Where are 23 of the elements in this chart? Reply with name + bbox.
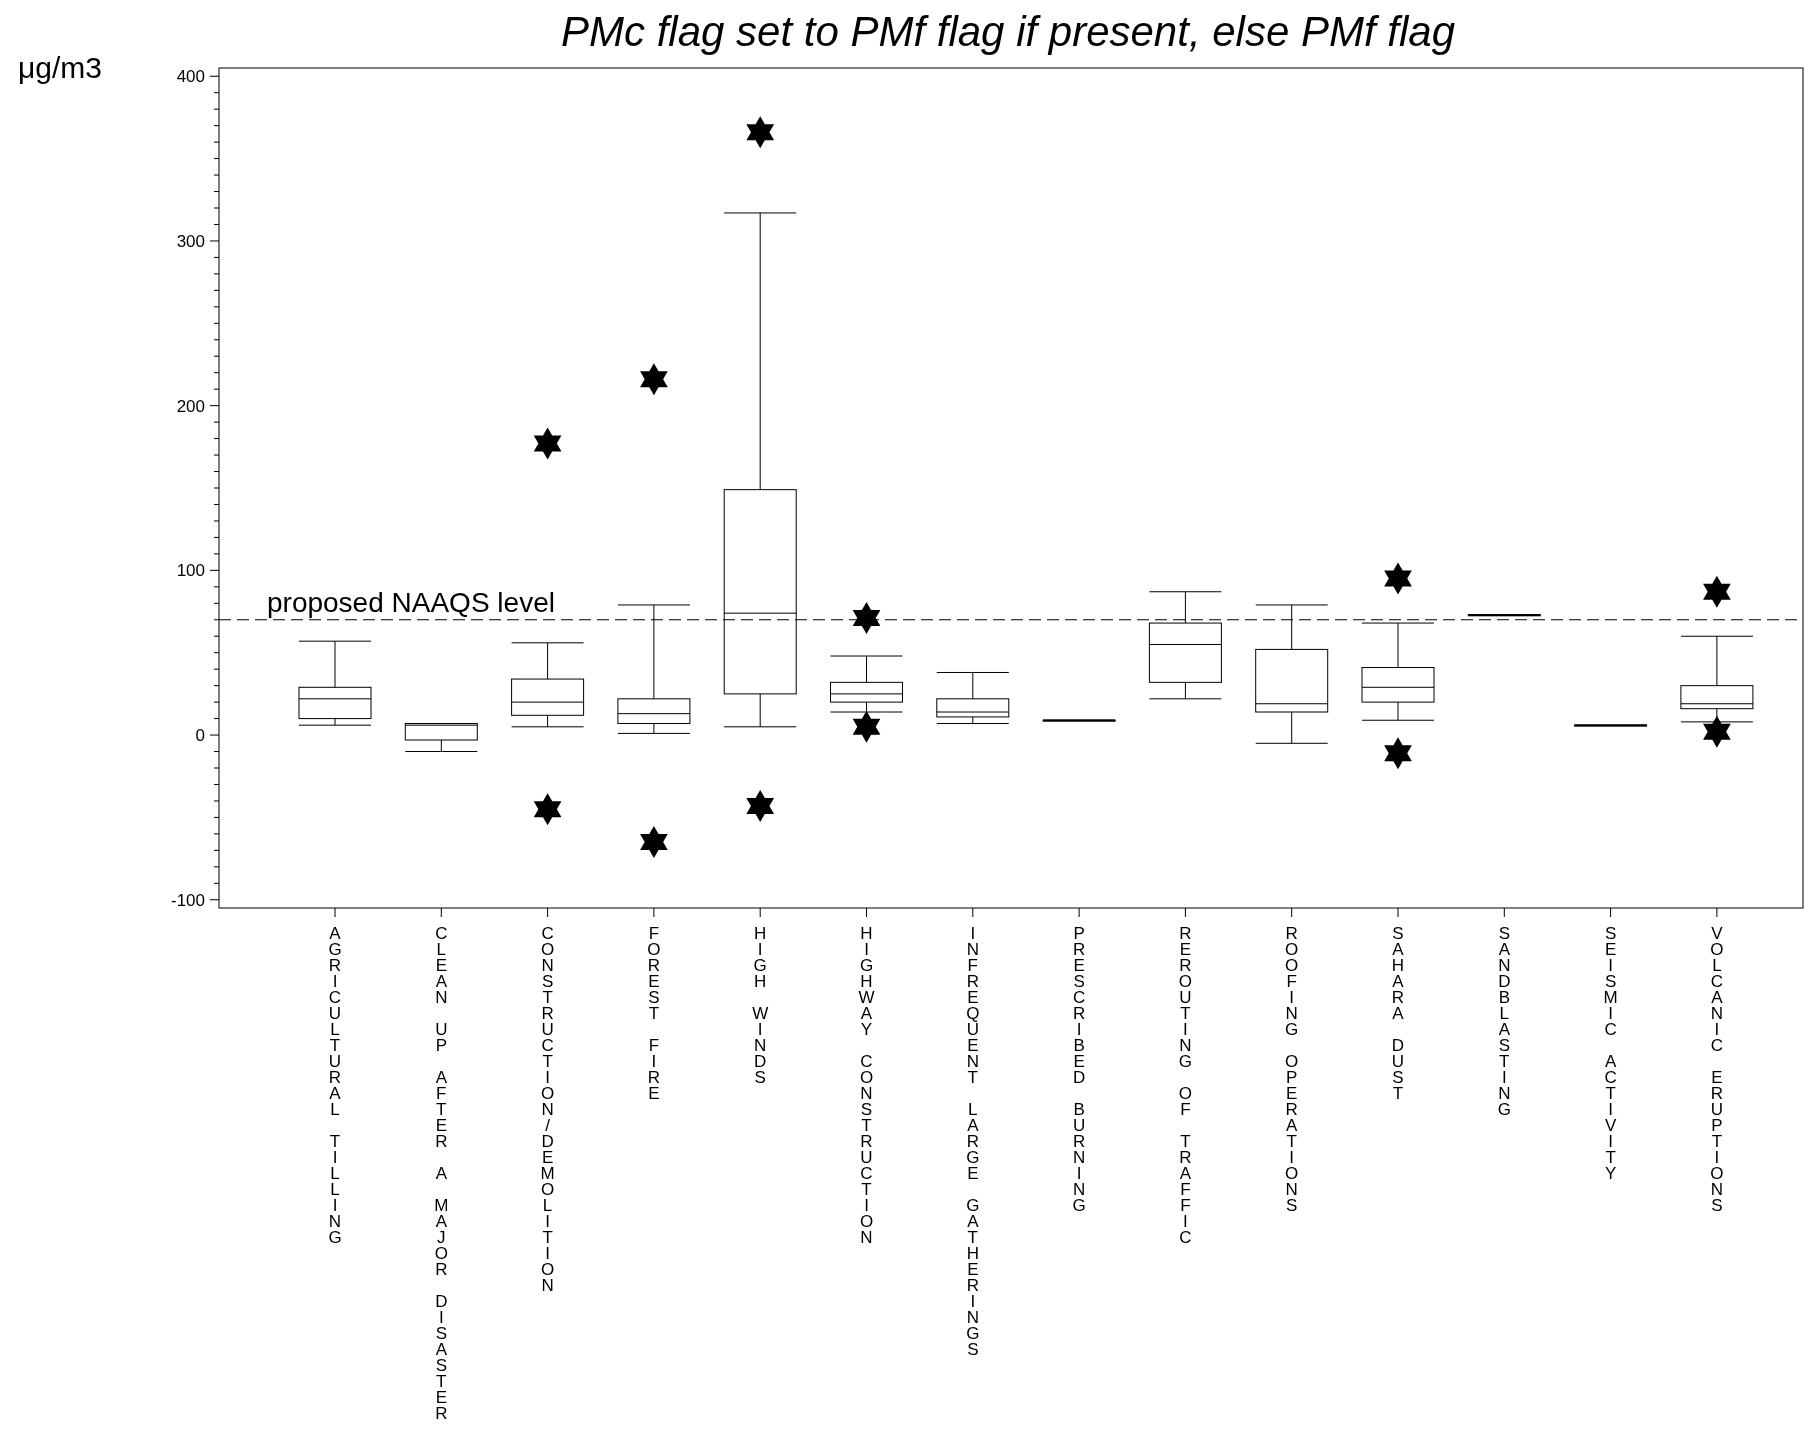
ref-line-label: proposed NAAQS level xyxy=(267,586,555,618)
y-tick-label: 400 xyxy=(176,67,205,87)
x-tick-label: CONSTRUCTION/DEMOLITION xyxy=(538,924,558,1292)
x-tick-label: INFREQUENT LARGE GATHERINGS xyxy=(963,924,983,1356)
x-tick-label: PRESCRIBED BURNING xyxy=(1069,924,1089,1212)
x-tick-label: HIGHWAY CONSTRUCTION xyxy=(857,924,876,1244)
x-tick-label: VOLCANIC ERUPTIONS xyxy=(1707,924,1727,1212)
x-tick-label: HIGH WINDS xyxy=(750,924,770,1084)
y-tick-label: 100 xyxy=(176,561,205,581)
y-axis-title: μg/m3 xyxy=(18,51,102,84)
chart-title: PMc flag set to PMf flag if present, else PMf flag xyxy=(560,8,1456,55)
x-tick-label: SANDBLASTING xyxy=(1494,924,1514,1116)
x-tick-label: AGRICULTURAL TILLING xyxy=(325,924,345,1244)
y-tick-label: 200 xyxy=(176,396,205,416)
x-tick-label: SEISMIC ACTIVITY xyxy=(1601,924,1621,1180)
x-tick-label: FOREST FIRE xyxy=(644,924,664,1100)
x-tick-label: SAHARA DUST xyxy=(1388,924,1408,1100)
x-tick-label: CLEAN UP AFTER A MAJOR DISASTER xyxy=(431,924,451,1420)
x-tick-label: REROUTING OF TRAFFIC xyxy=(1175,924,1195,1244)
y-tick-label: -100 xyxy=(170,890,205,910)
y-tick-label: 0 xyxy=(195,726,205,746)
y-tick-label: 300 xyxy=(176,231,205,251)
x-tick-label: ROOFING OPERATIONS xyxy=(1282,924,1302,1212)
